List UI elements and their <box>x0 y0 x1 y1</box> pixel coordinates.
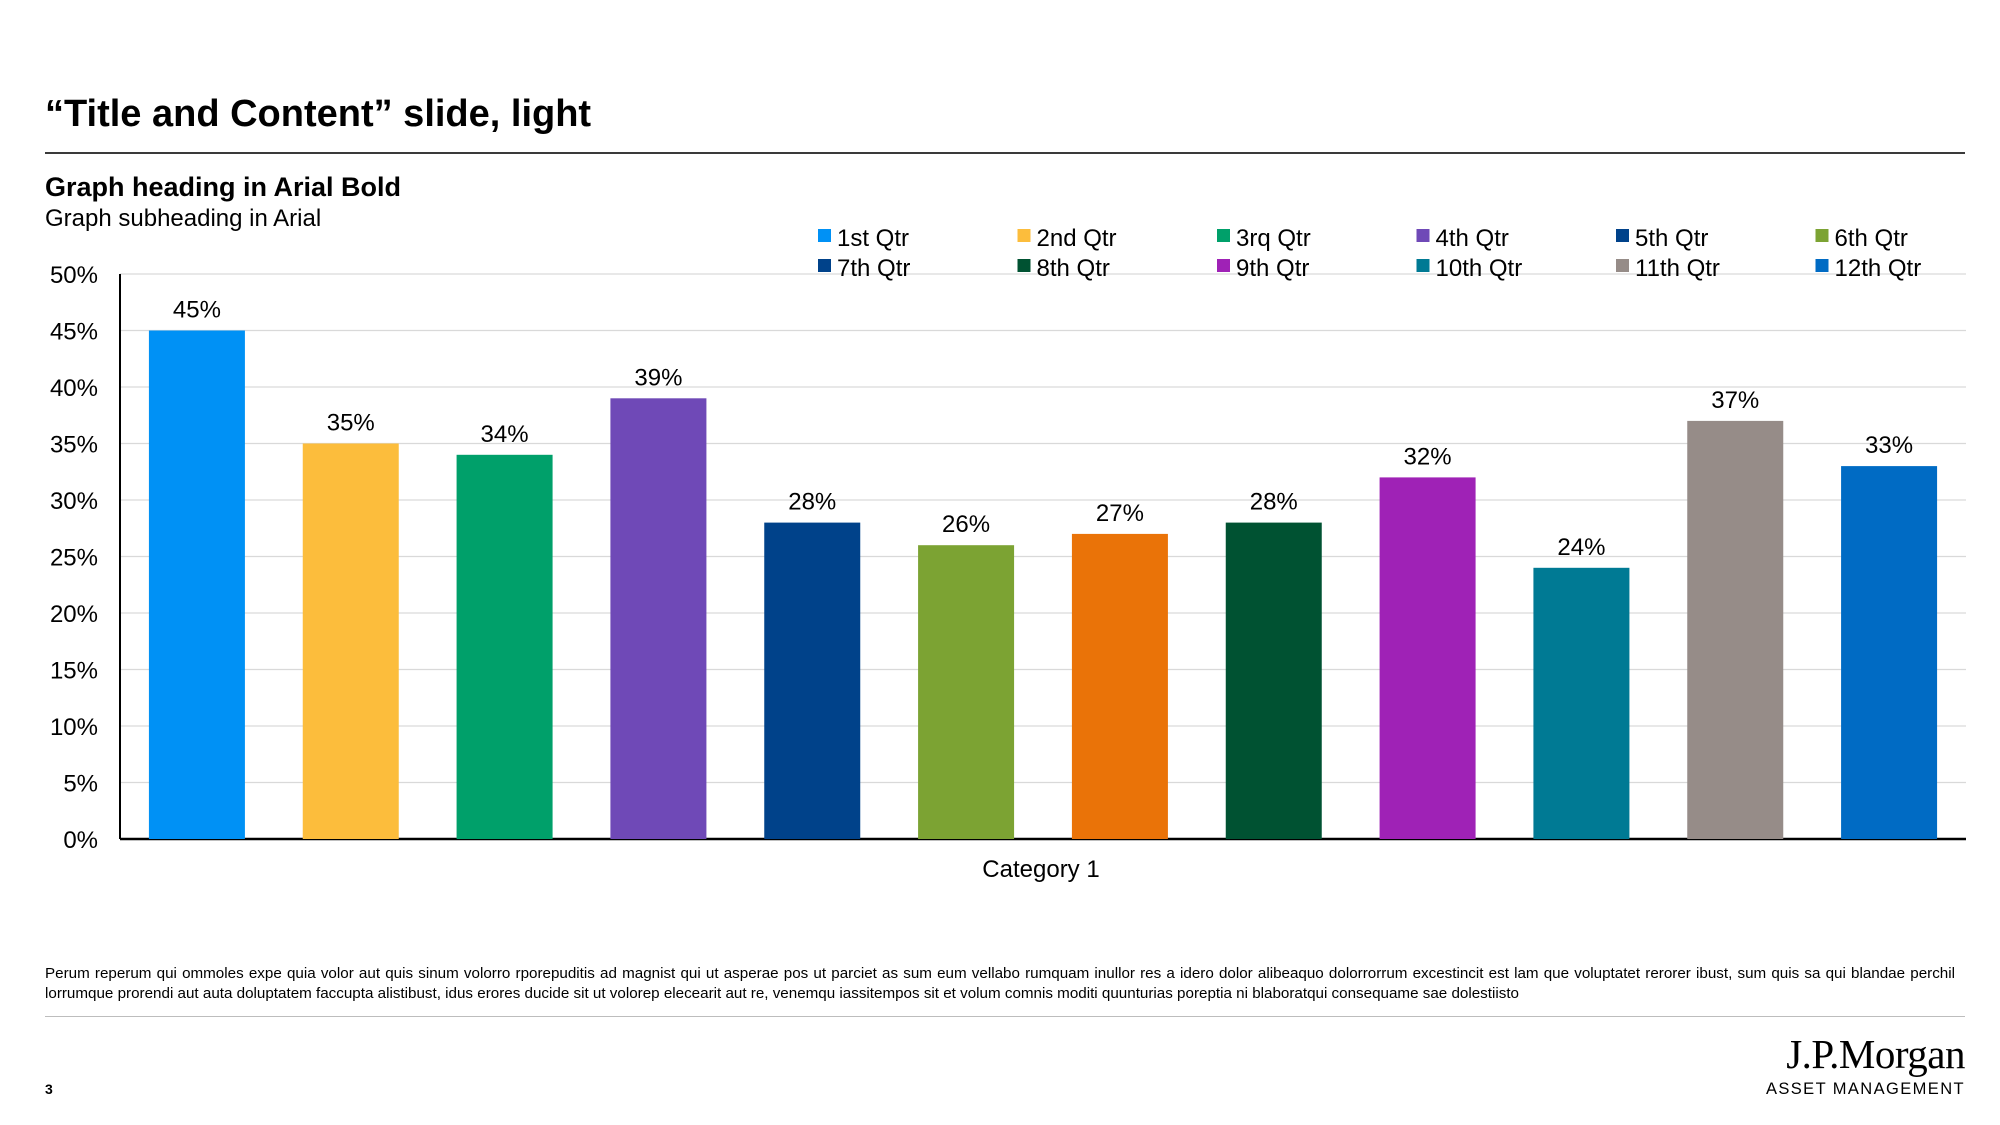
jpmorgan-logo: J.P.Morgan ASSET MANAGEMENT <box>1745 1030 1966 1100</box>
bar-3 <box>456 454 553 839</box>
y-tick-label: 15% <box>50 658 98 685</box>
bar-2 <box>302 443 399 839</box>
data-label: 45% <box>173 297 221 324</box>
page-number: 3 <box>45 1081 53 1097</box>
legend-label: 12th Qtr <box>1835 255 1922 282</box>
data-label: 37% <box>1711 387 1759 414</box>
bar-1 <box>148 330 245 839</box>
y-tick-label: 0% <box>63 827 98 854</box>
logo-name: J.P.Morgan <box>1786 1031 1965 1077</box>
x-category-label: Category 1 <box>982 856 1099 883</box>
slide-title: “Title and Content” slide, light <box>45 93 592 135</box>
legend-swatch <box>1416 229 1430 242</box>
legend-swatch <box>1017 229 1031 242</box>
legend-swatch <box>818 259 831 272</box>
legend-swatch <box>1416 259 1430 272</box>
legend-swatch <box>818 229 831 242</box>
legend-label: 8th Qtr <box>1037 255 1110 282</box>
title-divider <box>45 152 1965 154</box>
bar-10 <box>1533 567 1630 839</box>
y-tick-label: 45% <box>50 319 98 346</box>
bar-7 <box>1071 533 1168 839</box>
data-label: 33% <box>1865 432 1913 459</box>
bar-4 <box>610 398 707 839</box>
footer-divider <box>45 1016 1965 1017</box>
legend-swatch <box>1815 259 1829 272</box>
legend-swatch <box>1217 229 1230 242</box>
bar-11 <box>1687 420 1784 839</box>
data-label: 39% <box>634 364 682 391</box>
legend-label: 9th Qtr <box>1236 255 1309 282</box>
bar-chart: 0% 5% 10% 15% 20% 25% 30% 35% 40% 45% 50% 45% 35% 34%… <box>50 225 1966 883</box>
legend-label: 3rq Qtr <box>1236 225 1311 252</box>
data-label: 28% <box>788 489 836 516</box>
legend-label: 10th Qtr <box>1436 255 1523 282</box>
y-tick-label: 25% <box>50 545 98 572</box>
legend-label: 1st Qtr <box>837 225 909 252</box>
y-tick-label: 20% <box>50 601 98 628</box>
legend-swatch <box>1017 259 1031 272</box>
bar-9 <box>1379 477 1476 839</box>
bar-12 <box>1841 466 1938 839</box>
legend-swatch <box>1616 229 1629 242</box>
legend-swatch <box>1815 229 1829 242</box>
bar-8 <box>1225 522 1322 839</box>
legend-label: 11th Qtr <box>1635 255 1720 282</box>
legend-label: 4th Qtr <box>1436 225 1509 252</box>
legend-label: 5th Qtr <box>1635 225 1708 252</box>
y-tick-label: 10% <box>50 714 98 741</box>
data-label: 27% <box>1096 500 1144 527</box>
y-tick-label: 30% <box>50 488 98 515</box>
legend-swatch <box>1217 259 1230 272</box>
footnote: Perum reperum qui ommoles expe quia volo… <box>45 965 1955 1002</box>
bar-6 <box>918 545 1015 839</box>
y-tick-label: 35% <box>50 432 98 459</box>
logo-subtitle: ASSET MANAGEMENT <box>1765 1080 1965 1098</box>
data-label: 28% <box>1250 489 1298 516</box>
data-label: 34% <box>481 421 529 448</box>
legend-label: 7th Qtr <box>837 255 910 282</box>
y-tick-label: 5% <box>63 771 98 798</box>
data-label: 24% <box>1557 534 1605 561</box>
legend-label: 2nd Qtr <box>1037 225 1117 252</box>
data-label: 26% <box>942 511 990 538</box>
graph-heading: Graph heading in Arial Bold <box>45 172 402 202</box>
legend-label: 6th Qtr <box>1835 225 1908 252</box>
legend-swatch <box>1616 259 1629 272</box>
data-label: 32% <box>1404 443 1452 470</box>
graph-subheading: Graph subheading in Arial <box>45 205 322 232</box>
y-tick-label: 40% <box>50 375 98 402</box>
y-tick-label: 50% <box>50 262 98 289</box>
bar-5 <box>764 522 861 839</box>
data-label: 35% <box>327 410 375 437</box>
